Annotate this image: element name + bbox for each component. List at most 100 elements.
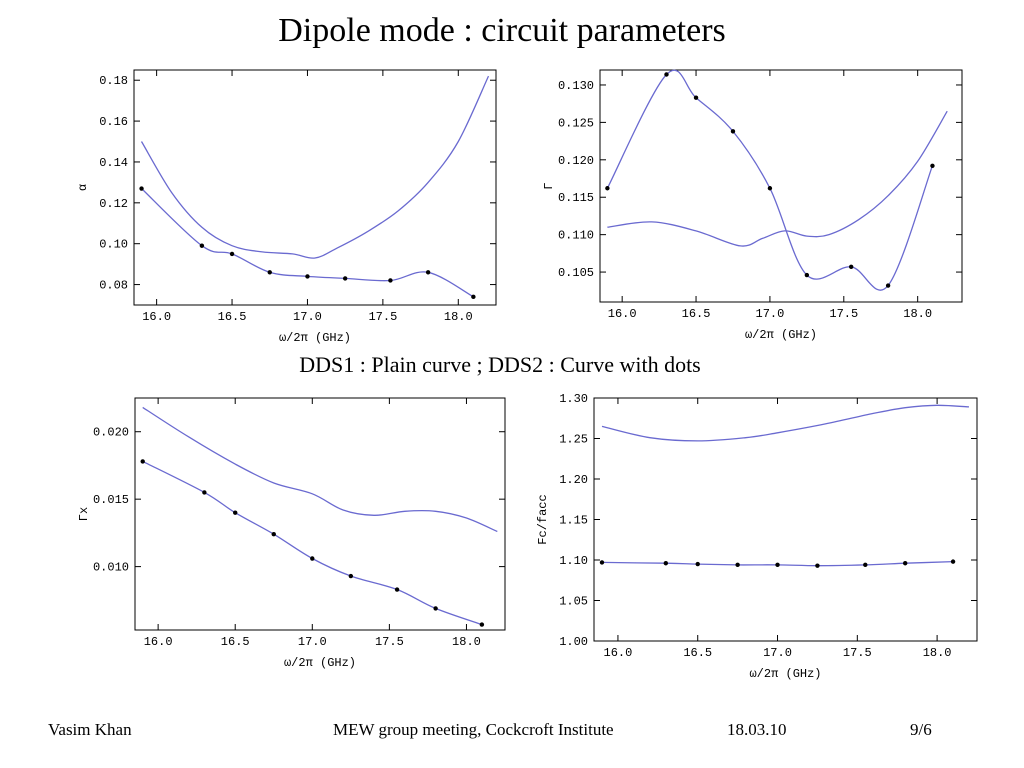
series-line-dds2 bbox=[606, 69, 934, 291]
data-point bbox=[664, 72, 669, 77]
footer-page: 9/6 bbox=[910, 720, 932, 739]
x-axis-label: ω/2π (GHz) bbox=[749, 667, 821, 681]
y-tick-label: 0.020 bbox=[93, 426, 129, 440]
x-tick-label: 16.0 bbox=[144, 635, 173, 649]
y-tick-label: 0.14 bbox=[99, 156, 128, 170]
data-point bbox=[902, 561, 908, 566]
x-tick-label: 16.5 bbox=[682, 307, 711, 321]
chart-alpha: 16.0 16.5 17.0 17.5 18.0 0.08 0.10 0.12 0.14 0.16… bbox=[76, 69, 497, 345]
data-point bbox=[930, 163, 935, 168]
data-point bbox=[693, 95, 699, 100]
data-point bbox=[599, 560, 605, 565]
data-point bbox=[605, 186, 610, 191]
data-point bbox=[202, 490, 207, 495]
y-tick-label: 0.115 bbox=[558, 191, 594, 205]
x-axis-label: ω/2π (GHz) bbox=[284, 656, 356, 670]
data-point bbox=[271, 532, 276, 537]
x-tick-label: 16.0 bbox=[142, 310, 171, 324]
y-tick-label: 0.08 bbox=[99, 279, 128, 293]
data-point bbox=[471, 294, 476, 300]
x-tick-label: 16.5 bbox=[221, 635, 250, 649]
y-tick-label: 1.20 bbox=[559, 473, 588, 487]
y-axis-label: Fc/facc bbox=[536, 494, 550, 544]
y-tick-label: 0.130 bbox=[558, 79, 594, 93]
x-tick-label: 17.5 bbox=[368, 310, 397, 324]
chart-caption: DDS1 : Plain curve ; DDS2 : Curve with d… bbox=[299, 352, 701, 377]
data-point bbox=[267, 270, 272, 275]
data-point bbox=[305, 274, 310, 279]
data-point bbox=[885, 283, 891, 288]
x-tick-label: 18.0 bbox=[923, 646, 952, 660]
x-tick-label: 17.0 bbox=[756, 307, 785, 321]
data-point bbox=[815, 563, 820, 568]
data-point bbox=[735, 562, 740, 568]
y-tick-label: 1.00 bbox=[559, 635, 588, 649]
data-point bbox=[730, 129, 736, 134]
y-axis-label: α bbox=[76, 184, 90, 191]
data-point bbox=[342, 276, 348, 281]
chart-gamma: 16.0 16.5 17.0 17.5 18.0 0.105 0.110 0.115 0.120… bbox=[542, 69, 963, 342]
series-line-dds1 bbox=[601, 404, 970, 442]
slide-title: Dipole mode : circuit parameters bbox=[278, 12, 726, 49]
plot-frame bbox=[593, 397, 978, 642]
series-line-dds1 bbox=[142, 406, 498, 533]
y-tick-label: 0.16 bbox=[99, 115, 128, 129]
data-point bbox=[804, 272, 810, 278]
data-point bbox=[348, 573, 354, 579]
x-tick-label: 17.0 bbox=[763, 646, 792, 660]
y-tick-label: 1.30 bbox=[559, 392, 588, 406]
data-point bbox=[233, 510, 238, 515]
data-point bbox=[663, 561, 669, 566]
data-point bbox=[863, 562, 868, 568]
data-point bbox=[848, 264, 854, 270]
y-axis-label: Γx bbox=[77, 507, 91, 521]
plot-frame bbox=[133, 69, 497, 306]
y-tick-label: 0.010 bbox=[93, 561, 129, 575]
x-tick-label: 16.5 bbox=[218, 310, 247, 324]
x-tick-label: 16.0 bbox=[608, 307, 637, 321]
x-tick-label: 18.0 bbox=[452, 635, 481, 649]
data-point bbox=[479, 622, 485, 627]
plot-frame bbox=[134, 397, 506, 631]
data-point bbox=[767, 186, 773, 191]
y-tick-label: 1.10 bbox=[559, 554, 588, 568]
y-axis-label: Γ bbox=[542, 182, 556, 189]
footer-meeting: MEW group meeting, Cockcroft Institute bbox=[333, 720, 614, 739]
data-point bbox=[229, 251, 235, 257]
y-tick-label: 0.120 bbox=[558, 154, 594, 168]
x-axis-label: ω/2π (GHz) bbox=[745, 328, 817, 342]
data-point bbox=[695, 561, 700, 567]
series-line-dds1 bbox=[140, 75, 490, 259]
data-point bbox=[425, 270, 431, 275]
y-tick-label: 0.12 bbox=[99, 197, 128, 211]
data-point bbox=[775, 562, 780, 568]
series-line-dds2 bbox=[141, 188, 474, 298]
x-tick-label: 17.5 bbox=[843, 646, 872, 660]
y-tick-label: 1.25 bbox=[559, 433, 588, 447]
y-tick-label: 1.15 bbox=[559, 514, 588, 528]
x-axis-label: ω/2π (GHz) bbox=[279, 331, 351, 345]
data-point bbox=[310, 556, 315, 561]
x-tick-label: 17.0 bbox=[298, 635, 327, 649]
footer-author: Vasim Khan bbox=[48, 720, 132, 739]
y-tick-label: 1.05 bbox=[559, 595, 588, 609]
chart-gammax: 16.0 16.5 17.0 17.5 18.0 0.010 0.015 0.020 ω/2π … bbox=[77, 397, 506, 670]
y-tick-label: 0.18 bbox=[99, 74, 128, 88]
data-point bbox=[140, 459, 145, 464]
series-line-dds2 bbox=[142, 460, 483, 626]
footer-date: 18.03.10 bbox=[727, 720, 787, 739]
data-point bbox=[388, 278, 393, 283]
x-tick-label: 17.5 bbox=[829, 307, 858, 321]
x-tick-label: 18.0 bbox=[444, 310, 473, 324]
data-point bbox=[394, 587, 400, 592]
y-tick-label: 0.125 bbox=[558, 116, 594, 130]
chart-fc: 16.0 16.5 17.0 17.5 18.0 1.00 1.05 1.10 1.15 1.20… bbox=[536, 392, 978, 681]
y-tick-label: 0.105 bbox=[558, 266, 594, 280]
data-point bbox=[950, 559, 956, 564]
data-point bbox=[433, 606, 438, 611]
y-tick-label: 0.10 bbox=[99, 238, 128, 252]
x-tick-label: 17.0 bbox=[293, 310, 322, 324]
data-point bbox=[139, 186, 144, 191]
x-tick-label: 17.5 bbox=[375, 635, 404, 649]
series-line-dds1 bbox=[607, 110, 948, 247]
